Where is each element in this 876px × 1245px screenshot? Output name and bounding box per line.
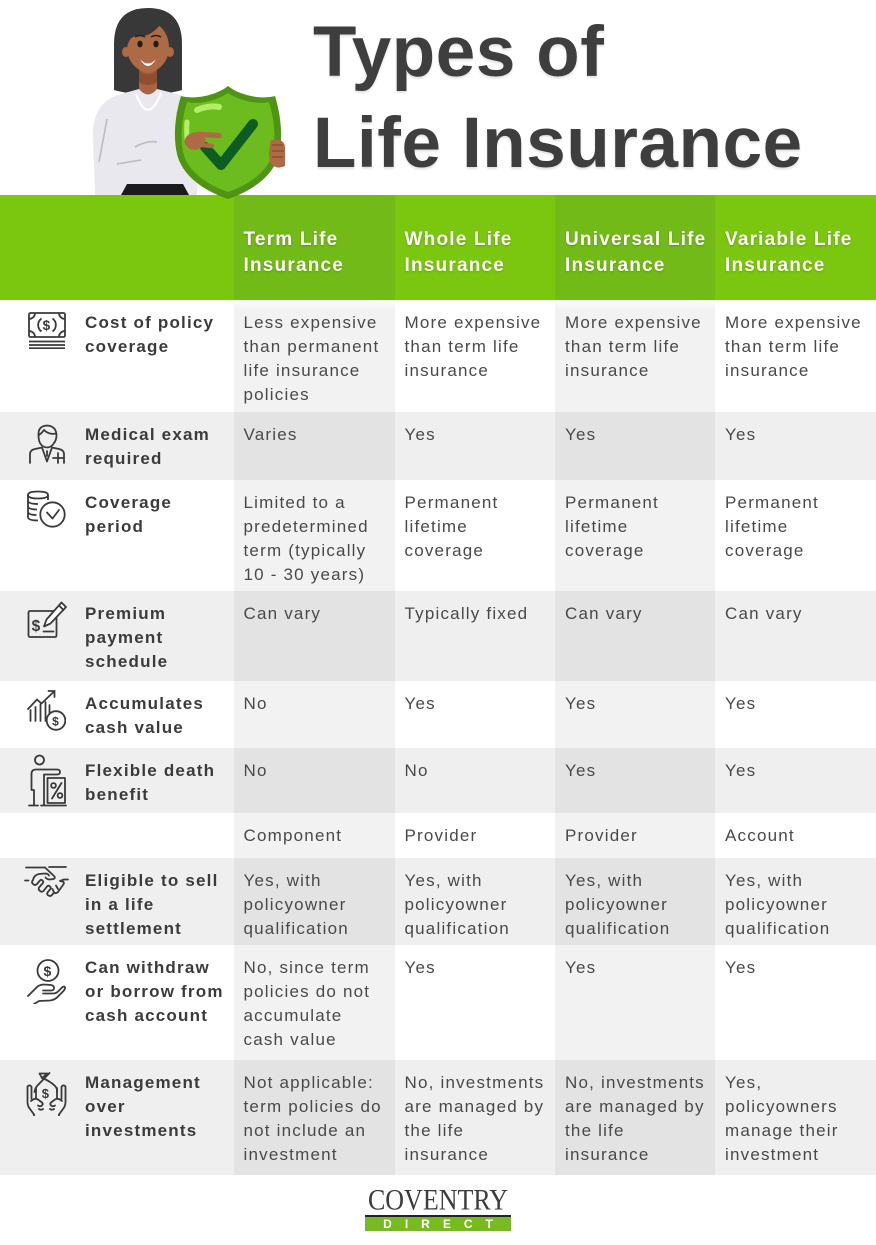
svg-text:$: $ bbox=[52, 715, 60, 729]
svg-text:$: $ bbox=[42, 1086, 50, 1101]
svg-text:$: $ bbox=[32, 618, 42, 635]
svg-text:$: $ bbox=[43, 318, 52, 333]
svg-text:$: $ bbox=[44, 963, 53, 979]
